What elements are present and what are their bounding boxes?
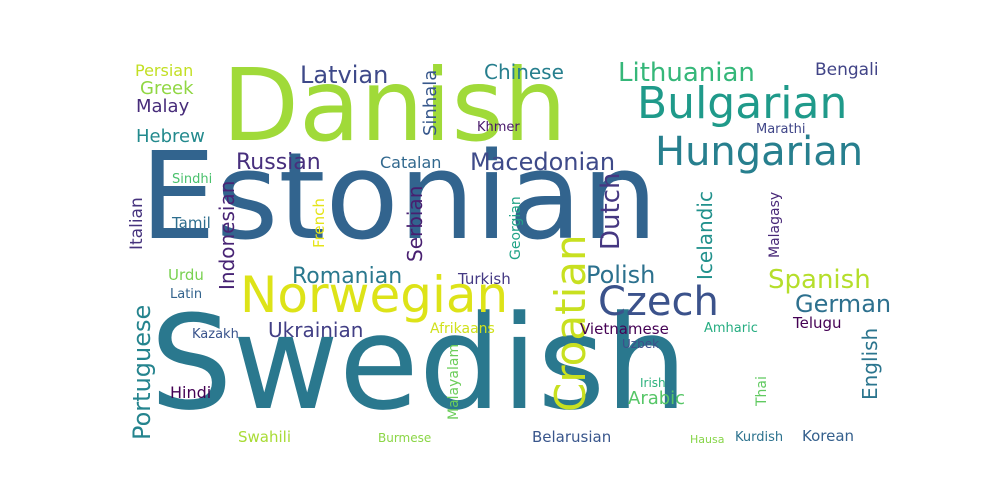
word-russian: Russian — [236, 150, 321, 175]
word-icelandic: Icelandic — [693, 191, 717, 280]
word-latin: Latin — [170, 287, 203, 302]
word-thai: Thai — [754, 376, 770, 406]
word-bengali: Bengali — [815, 60, 879, 80]
word-macedonian: Macedonian — [470, 148, 616, 176]
word-swedish: Swedish — [150, 287, 688, 439]
word-tamil: Tamil — [172, 214, 211, 232]
word-sindhi: Sindhi — [172, 172, 213, 187]
word-malayalam: Malayalam — [446, 343, 462, 420]
word-telugu: Telugu — [793, 314, 842, 332]
word-english: English — [858, 327, 882, 400]
word-latvian: Latvian — [300, 61, 389, 89]
word-georgian: Georgian — [508, 196, 524, 260]
word-urdu: Urdu — [168, 266, 204, 284]
word-czech: Czech — [598, 279, 719, 325]
word-malay: Malay — [136, 96, 190, 117]
word-polish: Polish — [586, 261, 656, 289]
word-spanish: Spanish — [768, 265, 871, 295]
word-french: French — [310, 198, 328, 248]
word-romanian: Romanian — [292, 264, 403, 289]
word-irish: Irish — [640, 376, 666, 390]
word-lithuanian: Lithuanian — [618, 58, 755, 88]
word-kurdish: Kurdish — [735, 430, 784, 445]
word-greek: Greek — [140, 78, 194, 99]
word-vietnamese: Vietnamese — [580, 320, 669, 338]
word-khmer: Khmer — [477, 120, 520, 135]
word-portuguese: Portuguese — [128, 304, 156, 440]
word-hindi: Hindi — [170, 383, 212, 402]
word-afrikaans: Afrikaans — [430, 321, 495, 337]
word-norwegian: Norwegian — [240, 266, 509, 324]
word-arabic: Arabic — [628, 388, 686, 409]
word-burmese: Burmese — [378, 431, 432, 445]
word-indonesian: Indonesian — [215, 180, 239, 290]
word-korean: Korean — [802, 427, 855, 445]
word-bulgarian: Bulgarian — [637, 78, 848, 129]
word-danish: Danish — [222, 47, 567, 164]
word-chinese: Chinese — [484, 60, 564, 84]
word-malagasy: Malagasy — [767, 191, 783, 258]
word-uzbek: Uzbek — [622, 337, 660, 351]
word-sinhala: Sinhala — [420, 69, 441, 136]
word-hebrew: Hebrew — [136, 126, 205, 147]
word-amharic: Amharic — [704, 321, 758, 336]
word-german: German — [795, 290, 892, 318]
word-dutch: Dutch — [596, 172, 626, 250]
word-estonian: Estonian — [140, 128, 658, 267]
word-kazakh: Kazakh — [192, 327, 239, 342]
word-italian: Italian — [127, 197, 147, 250]
word-ukrainian: Ukrainian — [268, 318, 364, 342]
word-swahili: Swahili — [238, 428, 291, 446]
word-persian: Persian — [135, 61, 194, 80]
word-belarusian: Belarusian — [532, 428, 612, 446]
word-turkish: Turkish — [458, 270, 511, 288]
word-serbian: Serbian — [403, 185, 427, 262]
word-hungarian: Hungarian — [655, 129, 864, 175]
word-marathi: Marathi — [756, 122, 806, 137]
word-catalan: Catalan — [380, 153, 442, 172]
word-hausa: Hausa — [690, 433, 725, 446]
